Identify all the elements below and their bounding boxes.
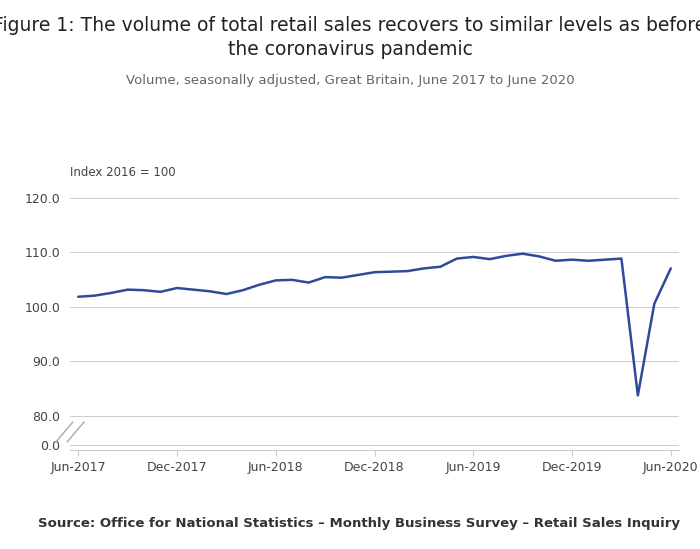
Text: Volume, seasonally adjusted, Great Britain, June 2017 to June 2020: Volume, seasonally adjusted, Great Brita… <box>126 74 574 87</box>
Text: Index 2016 = 100: Index 2016 = 100 <box>70 166 176 178</box>
Text: Source: Office for National Statistics – Monthly Business Survey – Retail Sales : Source: Office for National Statistics –… <box>38 517 680 530</box>
Text: Figure 1: The volume of total retail sales recovers to similar levels as before
: Figure 1: The volume of total retail sal… <box>0 16 700 59</box>
